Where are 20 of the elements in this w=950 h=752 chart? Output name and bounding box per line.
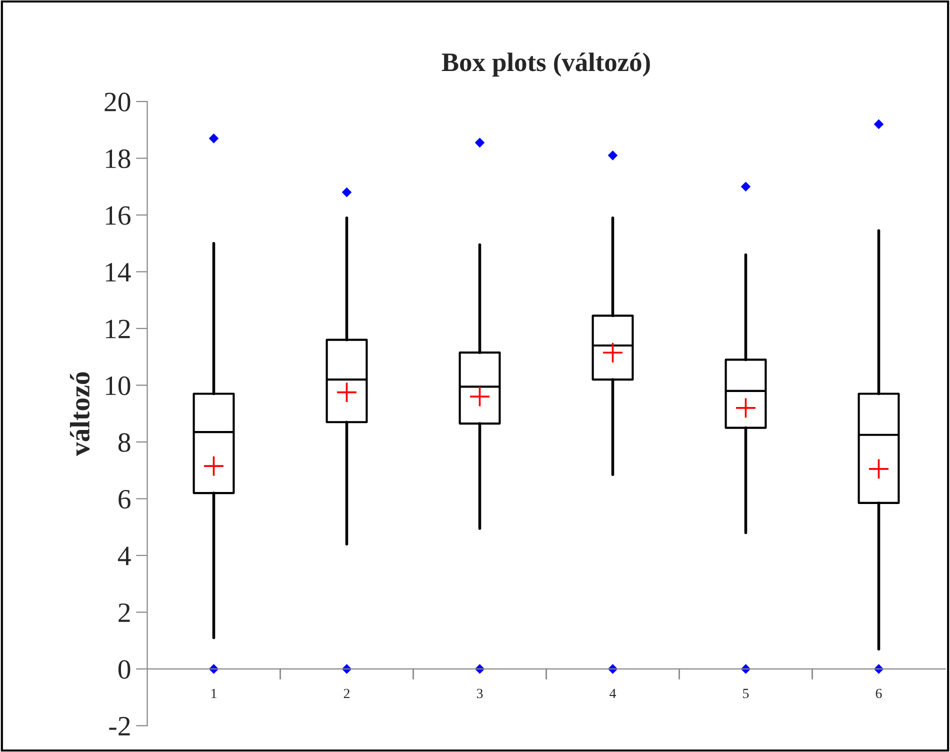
y-tick-label: 20 [104,92,130,112]
x-tick-label: 6 [876,688,882,698]
x-tick-label: 3 [476,688,483,698]
chart-title: Box plots (változó) [442,52,650,77]
x-tick-label: 5 [743,688,749,698]
y-tick-label: 2 [118,603,130,622]
y-tick-label: 12 [106,320,130,338]
y-tick-label: 0 [118,660,130,679]
y-tick-label: 10 [106,376,130,396]
y-tick-label: 4 [118,546,131,566]
y-tick-label: -2 [109,716,130,736]
y-tick-label: 6 [118,490,130,509]
y-tick-label: 18 [106,149,130,168]
x-tick-label: 1 [212,688,216,698]
y-tick-label: 16 [106,206,130,225]
x-tick-label: 2 [344,688,350,698]
y-axis-title: változó [70,372,90,456]
y-tick-label: 14 [106,263,131,282]
x-tick-label: 4 [610,688,616,698]
y-tick-label: 8 [118,433,130,452]
